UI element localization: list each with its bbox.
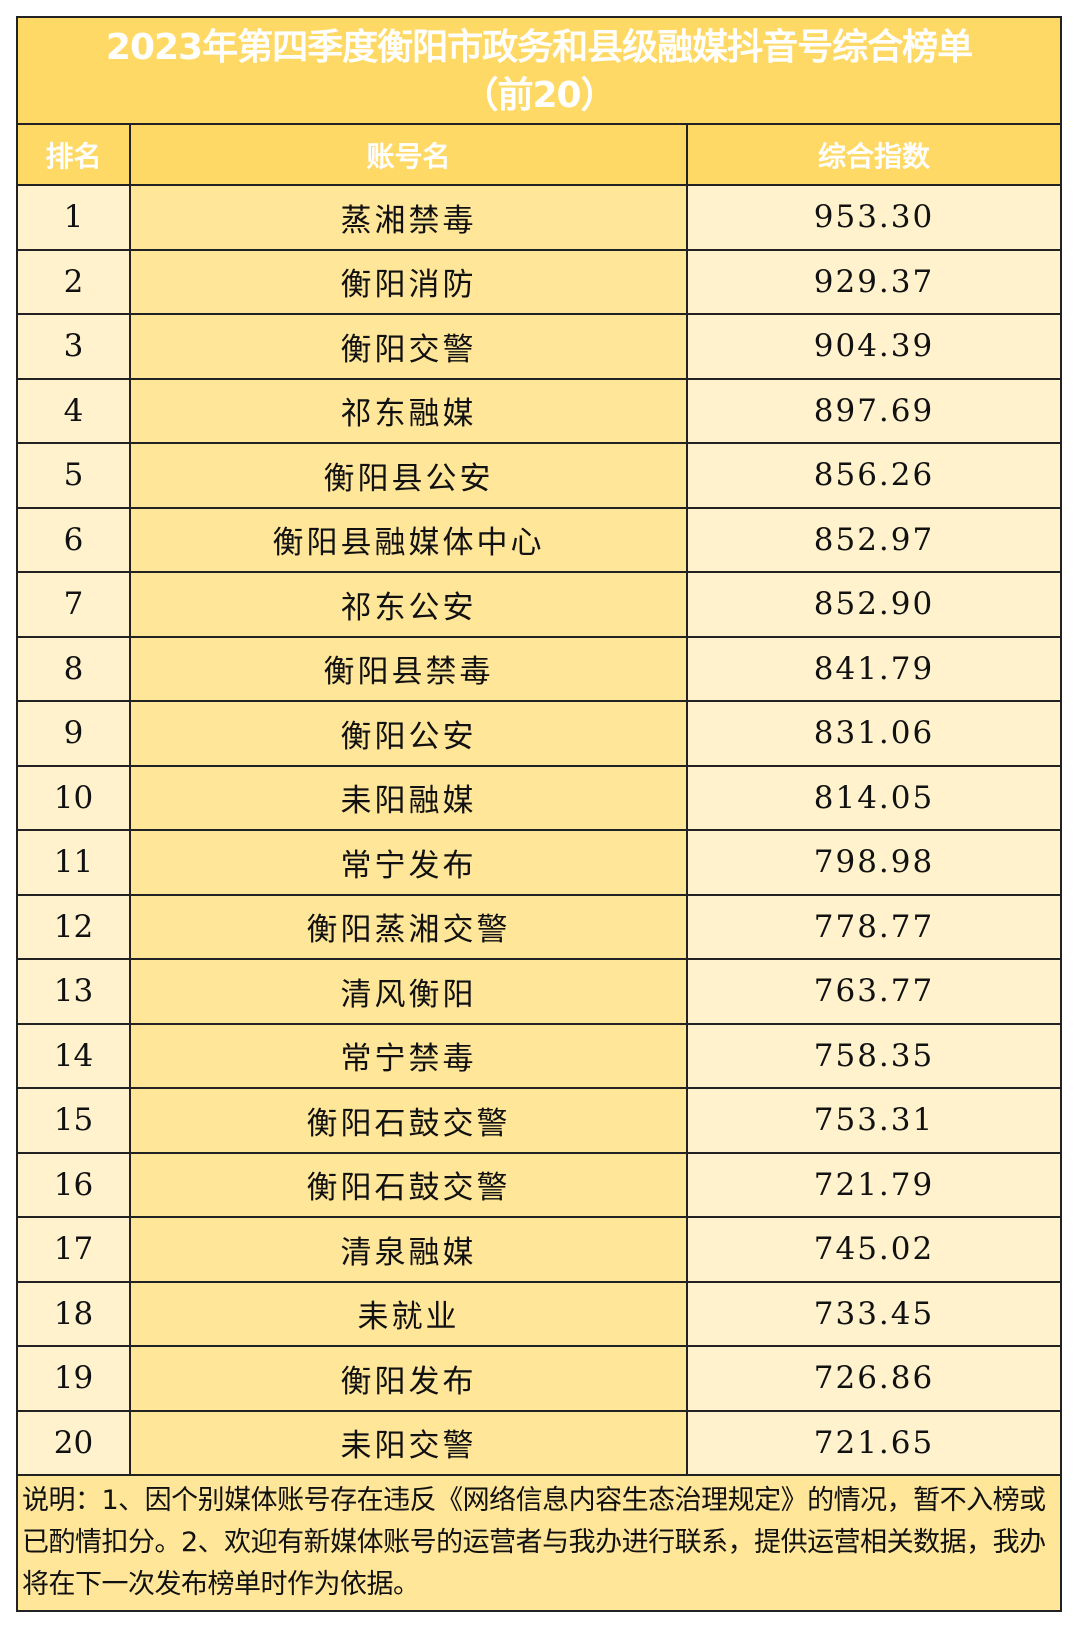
account-name-cell: 祁东公安 <box>131 573 688 636</box>
account-name-cell: 蒸湘禁毒 <box>131 186 688 249</box>
rank-cell: 20 <box>18 1411 131 1474</box>
rank-cell: 12 <box>18 895 131 958</box>
score-cell: 753.31 <box>688 1089 1060 1152</box>
table-row: 5 衡阳县公安 856.26 <box>18 444 1060 509</box>
table-row: 3 衡阳交警 904.39 <box>18 315 1060 380</box>
score-cell: 721.65 <box>688 1411 1060 1474</box>
score-cell: 778.77 <box>688 895 1060 958</box>
table-row: 10 耒阳融媒 814.05 <box>18 766 1060 831</box>
table-row: 19 衡阳发布 726.86 <box>18 1347 1060 1412</box>
title-line-1: 2023年第四季度衡阳市政务和县级融媒抖音号综合榜单 <box>105 27 973 68</box>
rank-cell: 11 <box>18 831 131 894</box>
rank-cell: 18 <box>18 1282 131 1345</box>
table-row: 20 耒阳交警 721.65 <box>18 1411 1060 1476</box>
score-cell: 897.69 <box>688 379 1060 442</box>
table-row: 4 祁东融媒 897.69 <box>18 379 1060 444</box>
table-row: 17 清泉融媒 745.02 <box>18 1218 1060 1283</box>
rank-cell: 1 <box>18 186 131 249</box>
table-row: 7 祁东公安 852.90 <box>18 573 1060 638</box>
footnote: 说明：1、因个别媒体账号存在违反《网络信息内容生态治理规定》的情况，暂不入榜或已… <box>18 1476 1060 1610</box>
table-row: 16 衡阳石鼓交警 721.79 <box>18 1153 1060 1218</box>
score-cell: 726.86 <box>688 1347 1060 1410</box>
account-name-cell: 衡阳石鼓交警 <box>131 1089 688 1152</box>
account-name-cell: 耒阳融媒 <box>131 766 688 829</box>
title-line-2: （前20） <box>462 75 616 116</box>
score-cell: 953.30 <box>688 186 1060 249</box>
rank-cell: 15 <box>18 1089 131 1152</box>
score-cell: 814.05 <box>688 766 1060 829</box>
account-name-cell: 衡阳蒸湘交警 <box>131 895 688 958</box>
account-name-cell: 衡阳发布 <box>131 1347 688 1410</box>
rank-cell: 9 <box>18 702 131 765</box>
score-cell: 831.06 <box>688 702 1060 765</box>
table-row: 9 衡阳公安 831.06 <box>18 702 1060 767</box>
header-score: 综合指数 <box>817 139 930 173</box>
account-name-cell: 常宁禁毒 <box>131 1024 688 1087</box>
score-cell: 852.90 <box>688 573 1060 636</box>
score-cell: 721.79 <box>688 1153 1060 1216</box>
account-name-cell: 衡阳石鼓交警 <box>131 1153 688 1216</box>
table-row: 12 衡阳蒸湘交警 778.77 <box>18 895 1060 960</box>
rank-cell: 5 <box>18 444 131 507</box>
rank-cell: 17 <box>18 1218 131 1281</box>
table-row: 8 衡阳县禁毒 841.79 <box>18 637 1060 702</box>
rank-cell: 14 <box>18 1024 131 1087</box>
table-row: 13 清风衡阳 763.77 <box>18 960 1060 1025</box>
header-rank: 排名 <box>18 125 131 184</box>
rank-cell: 19 <box>18 1347 131 1410</box>
account-name-cell: 清泉融媒 <box>131 1218 688 1281</box>
rank-cell: 2 <box>18 250 131 313</box>
rank-cell: 6 <box>18 508 131 571</box>
account-name-cell: 耒就业 <box>131 1282 688 1345</box>
table-row: 18 耒就业 733.45 <box>18 1282 1060 1347</box>
score-cell: 852.97 <box>688 508 1060 571</box>
score-cell: 856.26 <box>688 444 1060 507</box>
ranking-table: 2023年第四季度衡阳市政务和县级融媒抖音号综合榜单 （前20） 排名 账号名 … <box>16 16 1062 1612</box>
account-name-cell: 常宁发布 <box>131 831 688 894</box>
account-name-cell: 衡阳县禁毒 <box>131 637 688 700</box>
rank-cell: 13 <box>18 960 131 1023</box>
account-name-cell: 衡阳县融媒体中心 <box>131 508 688 571</box>
score-cell: 798.98 <box>688 831 1060 894</box>
table-row: 1 蒸湘禁毒 953.30 <box>18 186 1060 251</box>
rank-cell: 3 <box>18 315 131 378</box>
rank-cell: 7 <box>18 573 131 636</box>
rank-cell: 16 <box>18 1153 131 1216</box>
score-cell: 763.77 <box>688 960 1060 1023</box>
account-name-cell: 衡阳交警 <box>131 315 688 378</box>
score-cell: 745.02 <box>688 1218 1060 1281</box>
table-row: 11 常宁发布 798.98 <box>18 831 1060 896</box>
score-cell: 904.39 <box>688 315 1060 378</box>
table-row: 15 衡阳石鼓交警 753.31 <box>18 1089 1060 1154</box>
score-cell: 841.79 <box>688 637 1060 700</box>
header-account-name: 账号名 <box>131 125 688 184</box>
header-row: 排名 账号名 综合指数 <box>18 125 1060 186</box>
account-name-cell: 衡阳消防 <box>131 250 688 313</box>
account-name-cell: 衡阳县公安 <box>131 444 688 507</box>
table-row: 6 衡阳县融媒体中心 852.97 <box>18 508 1060 573</box>
table-body: 1 蒸湘禁毒 953.30 2 衡阳消防 929.37 3 衡阳交警 904.39 4 祁东融媒 89… <box>18 186 1060 1476</box>
table-row: 2 衡阳消防 929.37 <box>18 250 1060 315</box>
account-name-cell: 祁东融媒 <box>131 379 688 442</box>
table-title: 2023年第四季度衡阳市政务和县级融媒抖音号综合榜单 （前20） <box>18 18 1060 125</box>
rank-cell: 4 <box>18 379 131 442</box>
rank-cell: 8 <box>18 637 131 700</box>
score-cell: 733.45 <box>688 1282 1060 1345</box>
account-name-cell: 清风衡阳 <box>131 960 688 1023</box>
account-name-cell: 衡阳公安 <box>131 702 688 765</box>
score-cell: 929.37 <box>688 250 1060 313</box>
rank-cell: 10 <box>18 766 131 829</box>
score-cell: 758.35 <box>688 1024 1060 1087</box>
table-row: 14 常宁禁毒 758.35 <box>18 1024 1060 1089</box>
account-name-cell: 耒阳交警 <box>131 1411 688 1474</box>
